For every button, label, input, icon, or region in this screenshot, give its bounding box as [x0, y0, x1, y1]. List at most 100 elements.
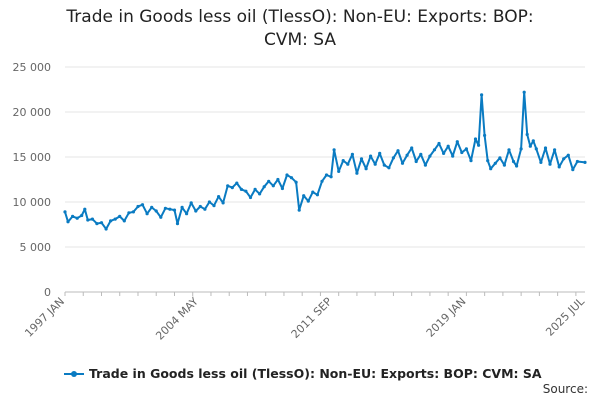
data-point: [311, 190, 315, 194]
data-point: [175, 222, 180, 226]
data-point: [297, 208, 301, 212]
source-label: Source:: [542, 382, 588, 396]
data-point: [315, 193, 319, 197]
data-point: [258, 192, 262, 196]
data-point: [378, 151, 382, 155]
data-point: [534, 147, 538, 151]
data-point: [271, 184, 275, 188]
legend-series-swatch: [64, 369, 84, 379]
x-tick-label: 2011 SEP: [289, 295, 335, 341]
x-tick-label: 2025 JUL: [543, 294, 587, 338]
data-point: [410, 146, 414, 150]
data-point: [525, 132, 529, 137]
data-point: [289, 176, 294, 180]
data-point: [414, 159, 418, 164]
y-tick-label: 10 000: [13, 196, 52, 209]
data-point: [583, 160, 587, 164]
data-point: [341, 159, 345, 163]
data-point: [136, 204, 140, 209]
data-point: [80, 213, 84, 218]
data-point: [83, 207, 87, 211]
data-point: [337, 169, 341, 173]
y-tick-label: 0: [44, 286, 51, 299]
data-point: [99, 221, 104, 225]
data-point: [235, 181, 239, 185]
data-point: [489, 167, 493, 171]
data-point: [230, 186, 234, 190]
data-point: [86, 218, 90, 222]
data-point: [455, 140, 459, 144]
data-point: [163, 206, 167, 210]
data-point: [145, 212, 149, 216]
data-point: [294, 180, 298, 184]
data-point: [71, 214, 75, 218]
data-point: [502, 163, 506, 167]
data-point: [324, 173, 329, 177]
data-point: [528, 144, 532, 148]
data-point: [168, 207, 172, 211]
data-point: [253, 187, 257, 191]
data-point: [442, 151, 446, 155]
data-point: [267, 179, 271, 183]
data-point: [350, 152, 354, 156]
data-point: [519, 147, 523, 151]
data-point: [189, 201, 193, 205]
data-point: [446, 144, 450, 148]
data-point: [522, 90, 526, 94]
data-point: [432, 148, 437, 152]
data-point: [172, 208, 177, 212]
data-point: [531, 139, 535, 143]
data-point: [405, 153, 409, 157]
data-point: [477, 143, 481, 147]
data-point: [154, 209, 158, 213]
data-point: [382, 163, 386, 167]
data-point: [90, 217, 94, 221]
data-point: [131, 210, 135, 214]
data-point: [329, 175, 333, 179]
data-point: [493, 161, 497, 165]
data-point: [515, 164, 519, 168]
chart-title-line-2: CVM: SA: [263, 30, 337, 50]
data-point: [511, 159, 516, 164]
data-point: [364, 167, 368, 171]
data-point: [113, 217, 117, 221]
data-point: [419, 152, 423, 156]
data-point: [469, 159, 473, 163]
x-tick-label: 1997 JAN: [22, 295, 67, 340]
data-point: [346, 162, 350, 166]
x-tick-label: 2019 JAN: [424, 295, 469, 340]
data-point: [306, 199, 310, 203]
data-point: [562, 157, 566, 161]
data-point: [373, 162, 377, 166]
data-point: [207, 200, 211, 204]
data-point: [507, 148, 511, 152]
data-point: [66, 220, 70, 224]
data-point: [369, 154, 373, 158]
data-point: [451, 154, 455, 158]
data-point: [239, 187, 243, 191]
data-point: [553, 148, 557, 152]
y-tick-label: 15 000: [13, 151, 52, 164]
data-point: [159, 215, 163, 219]
data-point: [473, 137, 478, 141]
data-point: [400, 161, 405, 165]
data-point: [198, 204, 202, 209]
legend-series-label: Trade in Goods less oil (TlessO): Non-EU…: [89, 366, 542, 381]
data-point: [118, 214, 122, 218]
data-point: [359, 157, 364, 161]
data-point: [557, 165, 561, 169]
data-point: [122, 219, 126, 223]
data-point: [109, 219, 113, 223]
data-point: [285, 173, 289, 177]
data-point: [140, 203, 145, 207]
data-point: [180, 205, 184, 209]
data-point: [566, 153, 570, 157]
y-tick-label: 25 000: [13, 61, 52, 74]
data-point: [437, 141, 441, 146]
data-point: [387, 166, 391, 170]
data-point: [486, 159, 490, 163]
data-point: [150, 205, 154, 209]
data-point: [483, 133, 487, 137]
y-tick-label: 20 000: [13, 106, 52, 119]
